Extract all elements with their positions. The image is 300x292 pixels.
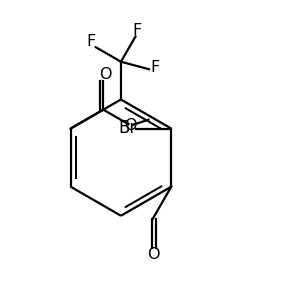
Text: O: O (124, 118, 137, 133)
Text: O: O (147, 247, 160, 262)
Text: F: F (151, 60, 160, 75)
Text: O: O (99, 67, 111, 82)
Text: F: F (86, 34, 95, 49)
Text: F: F (132, 23, 142, 38)
Text: Br: Br (118, 119, 137, 137)
